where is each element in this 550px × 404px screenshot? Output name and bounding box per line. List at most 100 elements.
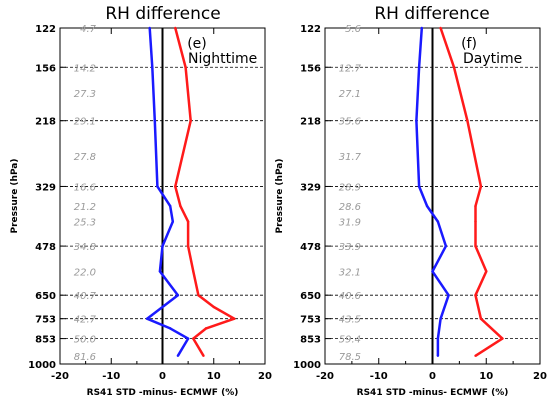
panel-2-panel-label: (f) [461, 36, 477, 52]
panel-2-y-tick-label: 218 [300, 117, 321, 128]
panel-2-series-1-point [447, 293, 450, 297]
panel-2-coverage-label: 32.1 [339, 267, 361, 278]
panel-2-y-tick-label: 329 [300, 182, 321, 193]
panel-1-series-1-point [161, 305, 164, 309]
panel-2-series-2-point [439, 26, 442, 30]
panel-1-series-1-point [148, 26, 151, 30]
panel-2-series-2-point [501, 337, 504, 340]
panel-1-series-1-point [158, 270, 162, 273]
panel-1-x-tick-label: 0 [159, 371, 166, 382]
panel-1-coverage-label: 22.0 [74, 267, 96, 278]
panel-2-series-2-point [474, 244, 477, 248]
panel-1-y-tick-label: 1000 [28, 360, 56, 371]
panel-2-coverage-label: 31.7 [339, 152, 362, 163]
panel-1-series-2-line [174, 27, 236, 357]
panel-2-series-1-point [436, 337, 440, 340]
panel-2-series-1-point [436, 220, 440, 223]
panel-1-y-tick-label: 329 [35, 182, 56, 193]
panel-1-series-2-point [192, 270, 195, 273]
panel-2-series-1-point [425, 204, 429, 208]
panel-1-series-2-point [186, 220, 190, 223]
panel-1-x-tick-label: -20 [51, 371, 69, 382]
panel-1-coverage-label: 81.6 [74, 352, 96, 363]
panel-1-series-2-point [189, 119, 192, 122]
panel-1-coverage-label: 42.7 [74, 315, 97, 326]
panel-2-x-tick-label: -10 [370, 371, 388, 382]
panel-1-x-axis-title: RS41 STD -minus- ECMWF (%) [87, 388, 239, 398]
panel-2-coverage-label: 31.9 [339, 218, 361, 229]
panel-2-coverage-label: 5.6 [345, 24, 361, 35]
panel-2-series-1-point [417, 185, 421, 188]
panel-2-series-2-point [452, 66, 456, 69]
panel-1-series-1-point [156, 185, 159, 188]
panel-2-coverage-label: 33.9 [339, 242, 361, 253]
panel-1-coverage-label: 21.2 [74, 202, 96, 213]
panel-1-series-1-point [168, 204, 172, 208]
panel-2-series-2-point [479, 317, 483, 320]
panel-1-series-1-point [171, 220, 174, 223]
panel-2-series-2-point [479, 185, 483, 188]
panel-1-series-1-point [161, 244, 164, 248]
panel-2-y-tick-label: 156 [300, 63, 321, 74]
panel-2-coverage-label: 78.5 [339, 352, 361, 363]
panel-1-series-1-point [168, 327, 172, 330]
panel-2-series-1-point [431, 270, 434, 273]
panel-1-y-tick-label: 218 [35, 117, 56, 128]
panel-2-y-tick-label: 122 [300, 24, 321, 35]
panel-1-series-2-point [192, 337, 195, 340]
panel-2-coverage-label: 27.1 [339, 89, 361, 100]
panel-1-series-2-point [174, 185, 177, 188]
panel-1-coverage-label: 27.3 [74, 89, 96, 100]
panel-2-series-2-point [474, 354, 477, 358]
panel-2-coverage-label: 59.4 [339, 335, 361, 346]
panel-1-series-2-point [184, 66, 187, 69]
panel-2-x-tick-label: 0 [429, 371, 436, 382]
panel-2-coverage-label: 28.9 [339, 182, 361, 193]
panel-2-series-2-point [485, 270, 488, 273]
panel-1-series-2-point [179, 204, 182, 208]
panel-2-series-1-point [439, 317, 442, 320]
panel-1-coverage-label: 50.0 [74, 335, 96, 346]
panel-2-series-2-line [439, 27, 504, 357]
panel-2-series-1-point [420, 26, 423, 30]
panel-1-y-tick-label: 853 [35, 335, 56, 346]
panel-2-series-2-point [474, 204, 477, 208]
panel-1-series-2-point [233, 317, 236, 320]
panel-1-series-2-point [197, 293, 200, 297]
panel-2-coverage-label: 12.7 [339, 63, 362, 74]
panel-2-series-1-point [436, 354, 440, 358]
panel-1-series-1-point [153, 119, 157, 122]
panel-1-coverage-label: 40.7 [74, 291, 97, 302]
panel-1-annotation: Nighttime [188, 51, 257, 67]
panel-2-title: RH difference [374, 4, 489, 24]
panel-2-series-1-line [415, 27, 450, 356]
panel-1-y-tick-label: 122 [35, 24, 56, 35]
panel-2-x-tick-label: 10 [479, 371, 493, 382]
panel-1-series-1-point [176, 293, 180, 297]
panel-1-x-tick-label: 20 [258, 371, 272, 382]
panel-2-y-tick-label: 1000 [293, 360, 321, 371]
panel-1-series-2-point [212, 305, 215, 309]
panel-2-coverage-label: 43.5 [339, 315, 361, 326]
panel-1-coverage-label: 4.7 [80, 24, 97, 35]
panel-2-coverage-label: 35.6 [339, 117, 361, 128]
panel-1-coverage-label: 25.3 [74, 218, 96, 229]
panel-2-series-1-point [417, 66, 421, 69]
panel-2-series-1-point [415, 119, 418, 122]
panel-2-series-2-point [474, 220, 477, 223]
panel-1-coverage-label: 29.1 [74, 117, 96, 128]
panel-1-panel-label: (e) [187, 36, 207, 52]
panel-1-series-2-point [202, 354, 205, 358]
panel-2-coverage-label: 28.6 [339, 202, 361, 213]
panel-1-y-axis-title: Pressure (hPa) [10, 159, 20, 234]
panel-2-series-2-point [466, 119, 469, 122]
panel-1-series-2-point [204, 327, 208, 330]
panel-2-coverage-label: 40.6 [339, 291, 361, 302]
panel-1-x-tick-label: 10 [207, 371, 221, 382]
panel-1-coverage-label: 16.6 [74, 182, 96, 193]
panel-1-y-tick-label: 156 [35, 63, 56, 74]
panel-2-y-tick-label: 753 [300, 315, 321, 326]
panel-1-coverage-label: 34.8 [74, 242, 96, 253]
panel-2-x-axis-title: RS41 STD -minus- ECMWF (%) [357, 388, 509, 398]
